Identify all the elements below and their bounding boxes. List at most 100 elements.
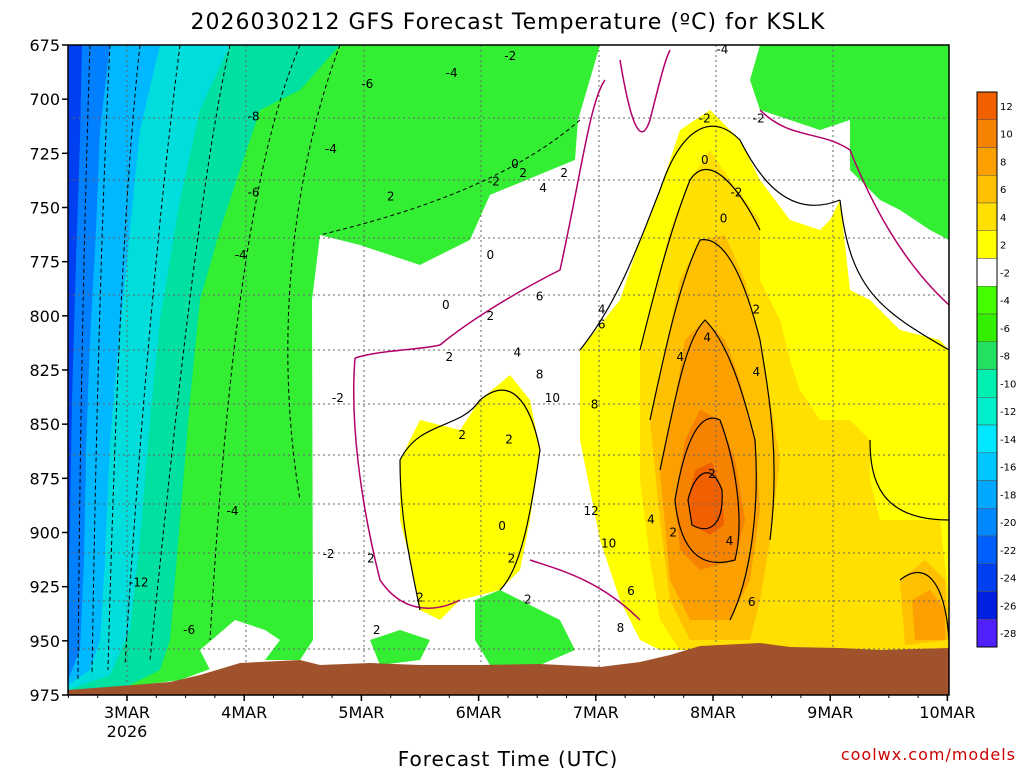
- colorbar-label: -8: [1000, 352, 1010, 363]
- colorbar-frame: [976, 91, 998, 648]
- contour-label: -4: [446, 66, 458, 80]
- warm-region-yellow-left: [400, 375, 540, 620]
- warm-region-core: [688, 462, 724, 535]
- contour-lines-cold: [77, 45, 581, 681]
- contour-label: 4: [513, 346, 521, 360]
- colorbar-swatch: [976, 175, 998, 204]
- contour-label: 4: [647, 513, 655, 527]
- contour-label: 4: [598, 302, 606, 316]
- contour-label: -6: [183, 623, 195, 637]
- colorbar-label: -22: [1000, 546, 1016, 557]
- green-upper-right: [750, 45, 949, 240]
- cold-band-darkblue: [68, 45, 82, 600]
- contour-label: 6: [748, 595, 756, 609]
- contour-label: 2: [505, 432, 513, 446]
- colorbar-swatch: [976, 397, 998, 426]
- contour-label: -2: [332, 391, 344, 405]
- contour-label: -12: [129, 575, 149, 589]
- colorbar-label: -26: [1000, 601, 1016, 612]
- contour-label: 0: [701, 153, 709, 167]
- y-tick-label: 675: [29, 36, 60, 55]
- contour-label: 2: [486, 309, 494, 323]
- contour-label: 0: [486, 248, 494, 262]
- y-tick-label: 850: [29, 415, 60, 434]
- colorbar-swatch: [976, 535, 998, 564]
- terrain-ground: [68, 643, 949, 695]
- contour-label: 4: [703, 331, 711, 345]
- colorbar-label: -20: [1000, 518, 1016, 529]
- colorbar-label: -10: [1000, 379, 1016, 390]
- gridlines: [68, 45, 949, 695]
- colorbar-swatch: [976, 91, 998, 120]
- contour-label: 2: [519, 166, 527, 180]
- contour-label: -4: [325, 142, 337, 156]
- contour-label: 2: [560, 166, 568, 180]
- contour-label: 2: [458, 428, 466, 442]
- colorbar-label: 2: [1000, 241, 1006, 252]
- chart-title: 2026030212 GFS Forecast Temperature (ºC)…: [191, 10, 826, 35]
- x-tick-label: 5MAR: [338, 703, 384, 722]
- y-tick-label: 950: [29, 632, 60, 651]
- warm-nose-upper-white: [580, 45, 949, 300]
- colorbar-swatch: [976, 508, 998, 537]
- y-tick-label: 750: [29, 199, 60, 218]
- colorbar-label: -2: [1000, 268, 1010, 279]
- contour-label: -2: [753, 112, 765, 126]
- contour-label: -6: [248, 185, 260, 199]
- colorbar-swatch: [976, 202, 998, 231]
- contour-label: 2: [508, 552, 516, 566]
- colorbar-swatch: [976, 230, 998, 259]
- contour-label: 2: [387, 190, 395, 204]
- contour-label: 0: [442, 298, 450, 312]
- contour-label: 0: [498, 519, 506, 533]
- contour-lines-warm: [399, 125, 949, 641]
- colorbar-swatch: [976, 341, 998, 370]
- y-tick-label: 900: [29, 524, 60, 543]
- colorbar-label: -6: [1000, 324, 1010, 335]
- y-tick-label: 925: [29, 578, 60, 597]
- contour-label: -4: [226, 504, 238, 518]
- y-axis: 675 700 725 750 775 800 825 850 875 900 925 950 975: [29, 36, 68, 705]
- colorbar-label: -28: [1000, 629, 1016, 640]
- colorbar-label: -16: [1000, 463, 1016, 474]
- contour-label: 6: [536, 289, 544, 303]
- colorbar-swatch: [976, 563, 998, 592]
- x-tick-label: 3MAR: [104, 703, 150, 722]
- warm-region-right-deep: [912, 590, 945, 640]
- contour-label: 2: [753, 302, 761, 316]
- cold-band-blue: [68, 45, 110, 680]
- contour-label: -2: [730, 185, 742, 199]
- colorbar-swatch: [976, 424, 998, 453]
- contour-label: 12: [583, 504, 598, 518]
- colorbar-label: 8: [1000, 157, 1006, 168]
- colorbar-label: 4: [1000, 213, 1006, 224]
- x-tick-label: 9MAR: [807, 703, 853, 722]
- colorbar-label: -4: [1000, 296, 1010, 307]
- colorbar-swatch: [976, 119, 998, 148]
- contour-label: 0: [720, 211, 728, 225]
- x-tick-label: 6MAR: [456, 703, 502, 722]
- colorbar-swatch: [976, 591, 998, 620]
- colorbar-label: 6: [1000, 185, 1006, 196]
- colorbar-swatch: [976, 619, 998, 648]
- colorbar-swatch: [976, 286, 998, 315]
- colorbar-label: -12: [1000, 407, 1016, 418]
- colorbar-swatch: [976, 369, 998, 398]
- y-tick-label: 825: [29, 361, 60, 380]
- y-tick-label: 875: [29, 469, 60, 488]
- y-tick-label: 725: [29, 144, 60, 163]
- x-tick-label: 8MAR: [690, 703, 736, 722]
- contour-label: -2: [504, 49, 516, 63]
- contour-label: 8: [617, 621, 625, 635]
- colorbar-swatch: [976, 480, 998, 509]
- green-lower-left-patch: [370, 630, 430, 665]
- contour-label: 10: [601, 536, 616, 550]
- contour-label: 8: [591, 398, 599, 412]
- contour-label: 6: [627, 584, 635, 598]
- y-tick-label: 975: [29, 686, 60, 705]
- contour-label: -4: [235, 248, 247, 262]
- colorbar-swatch: [976, 258, 998, 287]
